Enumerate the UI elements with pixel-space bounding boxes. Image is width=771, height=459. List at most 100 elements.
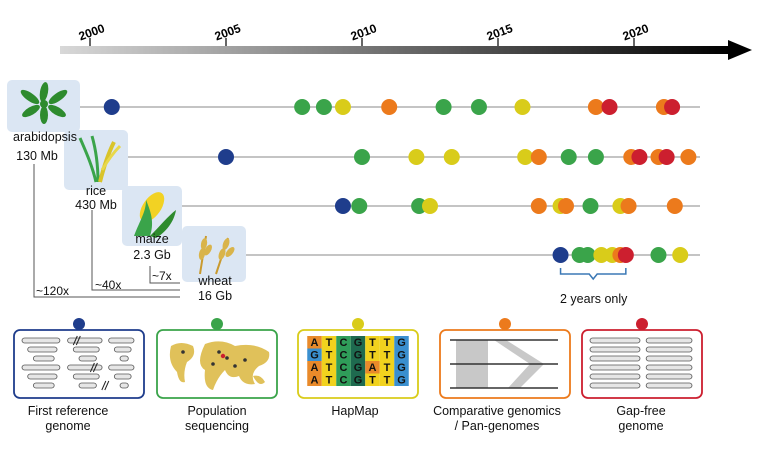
chromosome-bar [645, 355, 693, 362]
snp-cell [307, 361, 322, 374]
chromosome-bar [119, 382, 129, 389]
snp-cell [365, 348, 380, 361]
snp-base: C [340, 362, 348, 374]
event-dot-first-reference-genome [218, 149, 234, 165]
snp-cell [350, 373, 366, 386]
legend-dot [636, 318, 648, 330]
chromosome-bar [589, 346, 641, 353]
snp-base: G [354, 350, 363, 362]
chromosome-bar [589, 364, 641, 371]
chromosome-bar [589, 355, 641, 362]
legend-dot [352, 318, 364, 330]
snp-base: A [311, 375, 319, 387]
chromosome-bar [27, 373, 58, 380]
snp-base: T [369, 337, 376, 349]
snp-cell [336, 336, 351, 349]
timeline-tick-label: 2010 [349, 21, 379, 43]
gap-mark [89, 362, 95, 373]
legend-label-comparative: Comparative genomics / Pan-genomes [433, 404, 561, 433]
event-dot-population-sequencing [587, 149, 604, 165]
snp-cell [379, 361, 395, 374]
chromosome-bar [113, 373, 132, 380]
event-dot-gap-free-genome [664, 99, 681, 115]
snp-cell [336, 348, 351, 361]
snp-cell [321, 361, 337, 374]
crop-size-maize: 2.3 Gb [133, 248, 171, 262]
sample-point [233, 364, 237, 368]
event-dot-gap-free-genome [658, 149, 675, 165]
ratio-rice: ~40x [95, 278, 122, 292]
sample-point [243, 358, 247, 362]
chromosome-bar [67, 337, 103, 344]
snp-base: T [326, 362, 333, 374]
event-dot-population-sequencing [579, 247, 596, 263]
timeline-ticks: 2000 2005 2010 2015 2020 [77, 21, 651, 46]
event-dot-hapmap [443, 149, 460, 165]
crop-size-rice: 430 Mb [75, 198, 117, 212]
event-dot-comparative-genomics [530, 149, 547, 165]
snp-cell [321, 373, 337, 386]
event-dot-population-sequencing [354, 149, 370, 165]
event-dot-first-reference-genome [552, 247, 569, 263]
crop-name-arabidopsis: arabidopsis [13, 130, 77, 144]
wheat-icon [198, 235, 235, 275]
chromosome-bar [33, 355, 55, 362]
timeline-tracks [80, 99, 700, 263]
chromosome-bar [72, 373, 100, 380]
legend-label-population: Population sequencing [185, 404, 249, 433]
event-dot-hapmap [408, 149, 425, 165]
snp-base: T [384, 362, 391, 374]
genome-bars-icon [21, 335, 135, 391]
event-dot-gap-free-genome [601, 99, 618, 115]
event-dot-hapmap [514, 99, 531, 115]
snp-cell [365, 361, 380, 374]
snp-cell [394, 348, 409, 361]
chromosome-bar [645, 373, 693, 380]
legend-dot [73, 318, 85, 330]
event-dot-hapmap [517, 149, 534, 165]
event-dot-population-sequencing [351, 198, 368, 214]
chromosome-bar [78, 382, 97, 389]
snp-cell [336, 373, 351, 386]
gap-mark [72, 335, 78, 346]
timeline-tick-label: 2015 [485, 21, 515, 43]
event-dot-population-sequencing [294, 99, 311, 115]
snp-cell [321, 336, 337, 349]
legend: A T C G T T GG T C G T T GA T C G A T GA T C G T T G [13, 318, 703, 399]
snp-base: G [397, 375, 406, 387]
gap-mark [101, 380, 107, 391]
event-dot-hapmap [334, 99, 351, 115]
arabidopsis-icon [20, 82, 68, 124]
chromosome-bar [645, 337, 693, 344]
gap-mark [92, 362, 98, 373]
maize-icon [134, 192, 176, 238]
crop-size-wheat: 16 Gb [197, 289, 233, 303]
event-dot-hapmap [422, 198, 438, 214]
gap-mark [75, 335, 81, 346]
chromosome-bar [589, 382, 641, 389]
chromosome-bar [108, 337, 135, 344]
event-dot-comparative-genomics [530, 198, 547, 214]
snp-cell [379, 336, 395, 349]
crop-name-maize: maize [135, 232, 169, 246]
snp-cell [307, 348, 322, 361]
timeline-tick-label: 2020 [621, 21, 651, 43]
snp-cell [394, 361, 409, 374]
legend-item-comparative-genomics [439, 318, 571, 399]
event-dot-population-sequencing [435, 99, 452, 115]
event-dot-comparative-genomics [620, 198, 637, 214]
snp-base: T [369, 375, 376, 387]
two-years-label: 2 years only [560, 292, 628, 306]
chromosome-bar [589, 373, 641, 380]
snp-base: A [369, 362, 377, 374]
snp-base: T [384, 350, 391, 362]
size-comparison-lines [33, 164, 180, 298]
ratio-maize: ~7x [152, 269, 172, 283]
timeline-tick-label: 2000 [77, 21, 107, 43]
event-dot-population-sequencing [470, 99, 487, 115]
snp-base: T [326, 350, 333, 362]
snp-base: G [310, 350, 319, 362]
legend-label-first-reference: First reference genome [27, 404, 109, 433]
snp-base: T [326, 375, 333, 387]
chromosome-bar [27, 346, 58, 353]
